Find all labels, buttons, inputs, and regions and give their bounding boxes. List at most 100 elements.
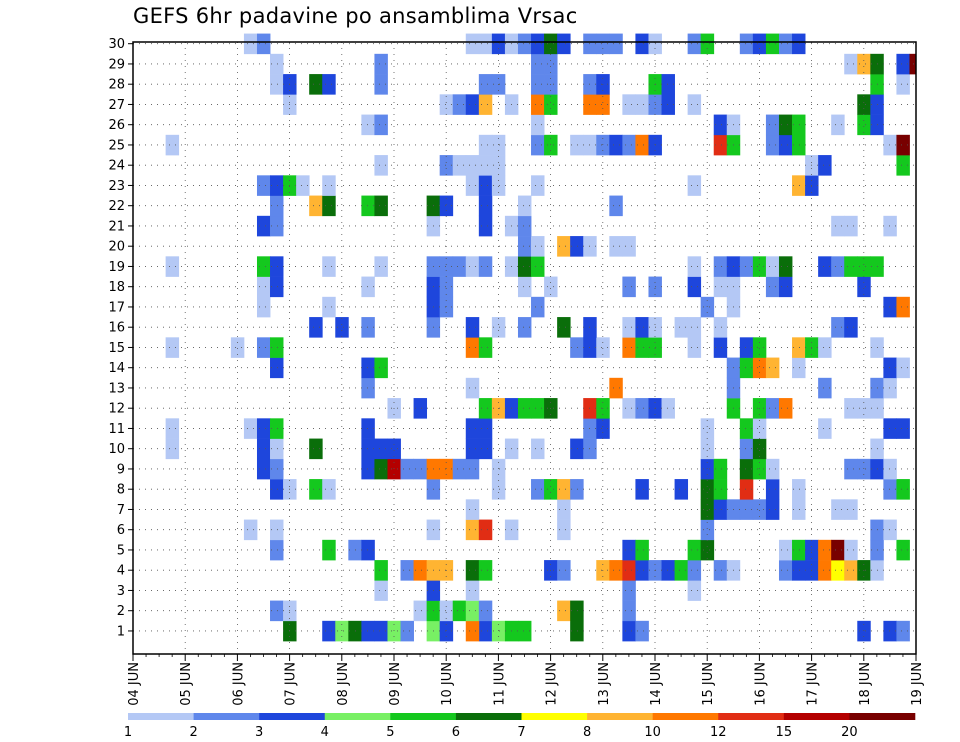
colorbar-label: 20 (841, 725, 858, 740)
heatmap-cell (478, 175, 493, 196)
heatmap-cell (818, 377, 832, 399)
heatmap-cell (622, 539, 636, 561)
heatmap-cell (544, 94, 558, 115)
x-tick-label: 09 JUN (388, 662, 403, 706)
y-tick-label: 27 (108, 98, 125, 113)
heatmap-cell (739, 499, 754, 520)
heatmap-cell (792, 337, 806, 358)
heatmap-cell (531, 256, 545, 277)
heatmap-cell (413, 398, 428, 419)
heatmap-cell (387, 620, 401, 642)
heatmap-cells (165, 33, 916, 642)
heatmap-cell (765, 114, 780, 136)
heatmap-cell (687, 175, 702, 196)
heatmap-cell (361, 539, 375, 561)
colorbar-swatch (455, 713, 522, 720)
heatmap-cell (270, 53, 284, 75)
x-tick-label: 07 JUN (284, 662, 299, 706)
heatmap-cell (909, 53, 916, 75)
heatmap-cell (792, 479, 806, 500)
heatmap-cell (478, 215, 493, 237)
heatmap-cell (517, 215, 532, 237)
colorbar-swatch (128, 713, 194, 720)
heatmap-cell (687, 580, 702, 601)
heatmap-cell (517, 620, 532, 642)
heatmap-cell (374, 580, 388, 601)
y-tick-label: 5 (117, 543, 125, 558)
heatmap-cell (765, 276, 780, 298)
heatmap-cell (256, 337, 271, 358)
heatmap-cell (531, 33, 545, 55)
heatmap-cell (622, 236, 636, 257)
heatmap-cell (792, 33, 806, 55)
heatmap-cell (896, 155, 910, 176)
heatmap-cell (570, 438, 584, 460)
heatmap-cell (478, 398, 493, 419)
heatmap-cell (517, 236, 532, 257)
heatmap-cell (256, 175, 271, 196)
heatmap-cell (739, 357, 754, 379)
heatmap-cell (256, 458, 271, 480)
heatmap-cell (439, 620, 454, 642)
heatmap-cell (713, 479, 728, 500)
heatmap-cell (609, 560, 623, 581)
heatmap-cell (374, 74, 388, 95)
heatmap-cell (609, 33, 623, 55)
heatmap-cell (374, 560, 388, 581)
heatmap-cell (635, 620, 649, 642)
heatmap-cell (452, 458, 467, 480)
heatmap-cell (739, 33, 754, 55)
heatmap-cell (400, 560, 414, 581)
colorbar-label: 15 (776, 725, 793, 740)
heatmap-cell (622, 600, 636, 622)
heatmap-cell (818, 155, 832, 176)
heatmap-cell (465, 317, 480, 338)
x-tick-label: 12 JUN (545, 662, 560, 706)
heatmap-cell (883, 134, 897, 156)
heatmap-cell (544, 53, 558, 75)
heatmap-cell (544, 276, 558, 298)
heatmap-cell (491, 620, 506, 642)
heatmap-cell (387, 458, 401, 480)
heatmap-cell (478, 600, 493, 622)
heatmap-cell (478, 256, 493, 277)
heatmap-cell (713, 317, 728, 338)
heatmap-cell (570, 134, 584, 156)
heatmap-cell (517, 398, 532, 419)
heatmap-cell (713, 114, 728, 136)
colorbar-label: 12 (710, 725, 727, 740)
heatmap-cell (413, 600, 428, 622)
heatmap-cell (374, 53, 388, 75)
heatmap-cell (491, 479, 506, 500)
colorbar-swatch (390, 713, 457, 720)
heatmap-cell (165, 418, 180, 439)
heatmap-cell (478, 155, 493, 176)
heatmap-cell (687, 94, 702, 115)
heatmap-cell (478, 438, 493, 460)
heatmap-cell (322, 620, 336, 642)
heatmap-cell (374, 195, 388, 217)
heatmap-cell (818, 418, 832, 439)
heatmap-cell (752, 438, 767, 460)
y-tick-label: 16 (108, 321, 125, 336)
heatmap-cell (570, 600, 584, 622)
heatmap-cell (570, 236, 584, 257)
heatmap-cell (465, 377, 480, 399)
heatmap-cell (765, 398, 780, 419)
heatmap-cell (309, 74, 323, 95)
heatmap-cell (309, 195, 323, 217)
heatmap-cell (374, 357, 388, 379)
heatmap-cell (544, 33, 558, 55)
heatmap-cell (361, 114, 375, 136)
heatmap-cell (439, 155, 454, 176)
heatmap-cell (700, 519, 715, 541)
heatmap-cell (309, 438, 323, 460)
colorbar-label: 5 (386, 725, 394, 740)
heatmap-cell (713, 560, 728, 581)
heatmap-cell (765, 458, 780, 480)
heatmap-cell (596, 337, 610, 358)
heatmap-cell (831, 215, 845, 237)
heatmap-cell (818, 539, 832, 561)
heatmap-cell (465, 418, 480, 439)
heatmap-cell (765, 134, 780, 156)
